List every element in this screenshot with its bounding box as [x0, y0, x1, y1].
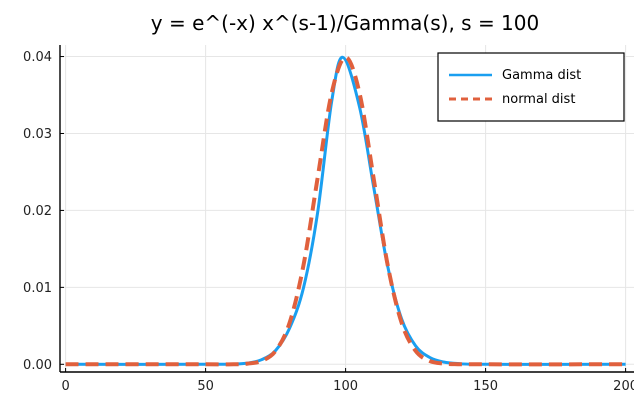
series-group	[65, 55, 626, 367]
axes	[59, 45, 634, 373]
chart-title: y = e^(-x) x^(s-1)/Gamma(s), s = 100	[151, 11, 539, 35]
x-tick-label: 150	[473, 379, 498, 394]
y-tick-label: 0.03	[23, 127, 52, 142]
x-tick-label: 100	[333, 379, 358, 394]
y-tick-label: 0.01	[23, 281, 52, 296]
x-axis-ticks: 0 50 100 150 200	[61, 368, 634, 394]
y-tick-label: 0.02	[23, 204, 52, 219]
x-tick-label: 50	[197, 379, 214, 394]
legend-label-normal: normal dist	[502, 92, 575, 107]
series-line-normal	[65, 55, 626, 367]
x-tick-label: 200	[613, 379, 634, 394]
legend: Gamma dist normal dist	[437, 52, 625, 122]
legend-label-gamma: Gamma dist	[502, 68, 581, 83]
y-tick-label: 0.04	[23, 50, 52, 65]
y-tick-label: 0.00	[23, 358, 52, 373]
y-axis-ticks: 0.00 0.01 0.02 0.03 0.04	[23, 50, 64, 373]
legend-box	[437, 52, 625, 122]
x-tick-label: 0	[61, 379, 69, 394]
